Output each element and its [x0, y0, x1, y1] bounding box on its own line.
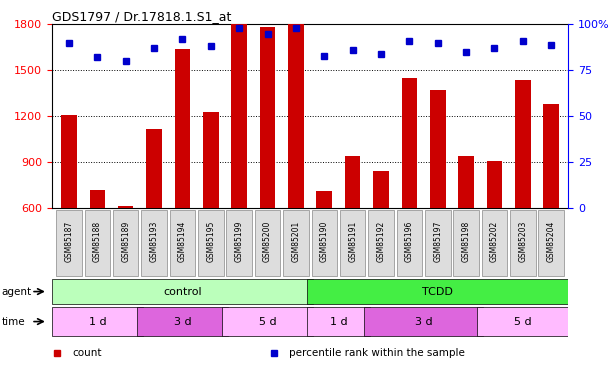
Bar	[307, 279, 568, 304]
Bar	[198, 210, 224, 276]
Bar	[141, 210, 167, 276]
Bar	[283, 210, 309, 276]
Text: GSM85194: GSM85194	[178, 221, 187, 262]
Text: GSM85190: GSM85190	[320, 221, 329, 262]
Text: 5 d: 5 d	[514, 316, 532, 327]
Text: GSM85201: GSM85201	[291, 221, 301, 262]
Bar	[481, 210, 507, 276]
Bar	[260, 27, 276, 208]
Bar	[146, 129, 162, 208]
Text: percentile rank within the sample: percentile rank within the sample	[290, 348, 466, 358]
Bar	[170, 210, 195, 276]
Bar	[312, 210, 337, 276]
Bar	[175, 49, 190, 208]
Text: 3 d: 3 d	[174, 316, 191, 327]
Text: GSM85187: GSM85187	[64, 221, 73, 262]
Text: GSM85203: GSM85203	[518, 221, 527, 262]
Text: GSM85188: GSM85188	[93, 221, 102, 262]
Bar	[515, 80, 530, 208]
Text: 3 d: 3 d	[415, 316, 433, 327]
Bar	[113, 210, 139, 276]
Text: GSM85191: GSM85191	[348, 221, 357, 262]
Bar	[458, 156, 474, 208]
Text: GSM85198: GSM85198	[461, 221, 470, 262]
Bar	[401, 78, 417, 208]
Bar	[453, 210, 479, 276]
Text: GSM85195: GSM85195	[207, 221, 215, 262]
Bar	[52, 307, 143, 336]
Text: GSM85192: GSM85192	[376, 221, 386, 262]
Text: GSM85197: GSM85197	[433, 221, 442, 262]
Bar	[255, 210, 280, 276]
Bar	[368, 210, 393, 276]
Text: agent: agent	[1, 286, 31, 297]
Text: 1 d: 1 d	[89, 316, 106, 327]
Text: TCDD: TCDD	[422, 286, 453, 297]
Bar	[203, 112, 219, 208]
Bar	[430, 90, 445, 208]
Text: GSM85202: GSM85202	[490, 221, 499, 262]
Text: GDS1797 / Dr.17818.1.S1_at: GDS1797 / Dr.17818.1.S1_at	[52, 10, 232, 23]
Text: time: time	[1, 316, 25, 327]
Bar	[364, 307, 483, 336]
Text: GSM85196: GSM85196	[405, 221, 414, 262]
Text: GSM85189: GSM85189	[121, 221, 130, 262]
Text: GSM85193: GSM85193	[150, 221, 159, 262]
Bar	[510, 210, 536, 276]
Bar	[118, 206, 133, 208]
Bar	[52, 279, 313, 304]
Bar	[227, 210, 252, 276]
Text: 1 d: 1 d	[330, 316, 347, 327]
Text: GSM85200: GSM85200	[263, 221, 272, 262]
Bar	[137, 307, 228, 336]
Text: 5 d: 5 d	[258, 316, 276, 327]
Bar	[84, 210, 110, 276]
Bar	[222, 307, 313, 336]
Bar	[538, 210, 564, 276]
Text: control: control	[163, 286, 202, 297]
Bar	[487, 160, 502, 208]
Bar	[373, 171, 389, 208]
Bar	[316, 191, 332, 208]
Bar	[61, 115, 77, 208]
Bar	[288, 24, 304, 208]
Text: GSM85204: GSM85204	[547, 221, 556, 262]
Bar	[425, 210, 450, 276]
Bar	[397, 210, 422, 276]
Text: GSM85199: GSM85199	[235, 221, 244, 262]
Bar	[477, 307, 568, 336]
Bar	[232, 24, 247, 208]
Bar	[90, 190, 105, 208]
Text: count: count	[73, 348, 102, 358]
Bar	[543, 104, 559, 208]
Bar	[307, 307, 370, 336]
Bar	[56, 210, 82, 276]
Bar	[345, 156, 360, 208]
Bar	[340, 210, 365, 276]
